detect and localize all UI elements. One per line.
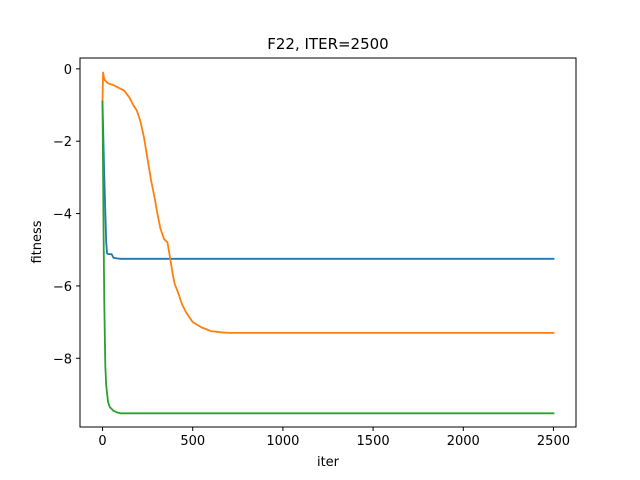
y-tick-label: −8 — [53, 352, 72, 367]
y-tick-label: −4 — [53, 208, 72, 223]
plot-area — [101, 71, 555, 415]
series-line-3 — [101, 100, 555, 415]
x-tick-label: 1500 — [357, 434, 390, 449]
y-tick-label: −2 — [53, 135, 72, 150]
axes-frame — [79, 57, 577, 428]
x-tick-label: 2000 — [447, 434, 480, 449]
x-tick-label: 2500 — [537, 434, 570, 449]
y-tick-label: −6 — [53, 280, 72, 295]
axes: 0 500 1000 1500 2000 2500 0 −2 −4 −6 −8 — [53, 57, 577, 449]
chart-title: F22, ITER=2500 — [267, 35, 388, 53]
series-line-2 — [101, 71, 555, 334]
y-axis-label: fitness — [30, 220, 45, 263]
x-tick-label: 1000 — [266, 434, 299, 449]
series-line-1 — [101, 100, 555, 260]
y-tick-label: 0 — [64, 63, 72, 78]
x-axis-label: iter — [317, 455, 340, 470]
x-tick-label: 0 — [98, 434, 106, 449]
x-tick-label: 500 — [180, 434, 205, 449]
